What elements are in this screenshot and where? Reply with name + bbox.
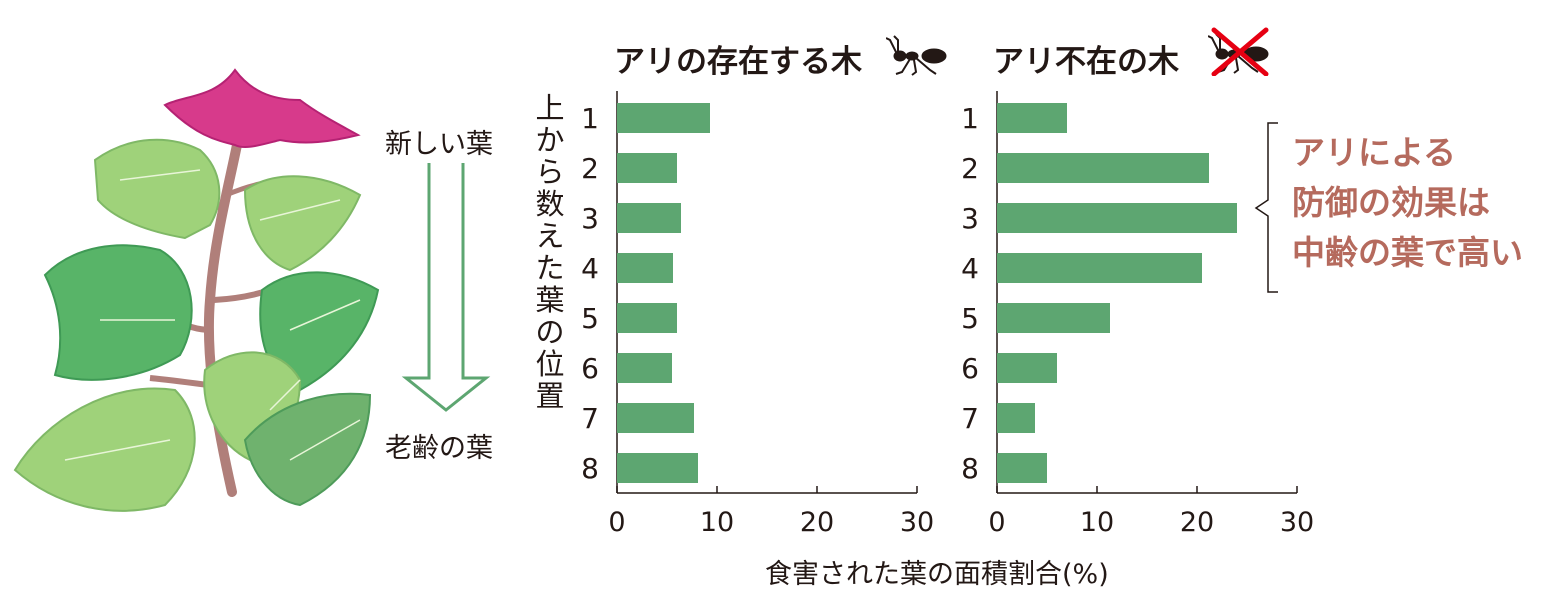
chart1-title: アリの存在する木 (614, 44, 862, 80)
plant-illustration (13, 68, 380, 512)
annotation-line-3: 中齢の葉で高い (1292, 233, 1523, 272)
chart1-category-label: 6 (581, 352, 599, 385)
chart2-bar (997, 403, 1035, 433)
chart2-category-label: 4 (961, 252, 979, 285)
chart2-title: アリ不在の木 (993, 44, 1179, 80)
chart2-category-label: 7 (961, 402, 979, 435)
down-arrow-icon (401, 163, 491, 412)
chart1-x-tick-label: 0 (608, 507, 625, 538)
chart1-category-label: 5 (581, 302, 599, 335)
chart2-x-tick-label: 0 (988, 507, 1005, 538)
chart2-category-label: 5 (961, 302, 979, 335)
chart2-bar (997, 303, 1110, 333)
annotation-line-2: 防御の効果は (1292, 183, 1490, 222)
chart1-bar (617, 103, 710, 133)
chart2-bar (997, 203, 1237, 233)
ant-icon (886, 35, 947, 76)
annotation-text: アリによる 防御の効果は 中齢の葉で高い (1292, 128, 1523, 278)
chart2-bar (997, 453, 1047, 483)
y-axis-label: 上から数えた葉の位置 (535, 91, 565, 413)
chart2-category-label: 3 (961, 202, 979, 235)
chart1-bar (617, 353, 672, 383)
new-leaf-label: 新しい葉 (385, 129, 493, 160)
chart1-category-label: 1 (581, 102, 599, 135)
chart1-bar (617, 403, 694, 433)
chart1-category-label: 7 (581, 402, 599, 435)
annotation-bracket (1254, 122, 1278, 293)
chart2-bar (997, 153, 1209, 183)
chart2-x-tick-label: 30 (1280, 507, 1314, 538)
chart2-x-tick-label: 20 (1180, 507, 1214, 538)
chart1-category-label: 2 (581, 152, 599, 185)
x-axis-label: 食害された葉の面積割合(%) (765, 559, 1109, 590)
annotation-line-1: アリによる (1292, 133, 1457, 172)
chart2-x-tick-label: 10 (1080, 507, 1114, 538)
chart1-bar (617, 303, 677, 333)
chart2-bar (997, 103, 1067, 133)
chart2-category-label: 8 (961, 452, 979, 485)
chart1-bar (617, 253, 673, 283)
chart2-category-label: 2 (961, 152, 979, 185)
chart2-bar (997, 353, 1057, 383)
ant-crossed-icon (1208, 27, 1269, 76)
chart1-category-label: 3 (581, 202, 599, 235)
old-leaf-label: 老齢の葉 (385, 433, 493, 464)
chart1-category-label: 4 (581, 252, 599, 285)
chart2-category-label: 1 (961, 102, 979, 135)
chart1-bar (617, 203, 681, 233)
chart1-bar (617, 453, 698, 483)
chart2-category-label: 6 (961, 352, 979, 385)
chart1-x-tick-label: 30 (900, 507, 934, 538)
chart1-bar (617, 153, 677, 183)
chart1-x-tick-label: 20 (800, 507, 834, 538)
chart2-bar (997, 253, 1202, 283)
chart1-x-tick-label: 10 (700, 507, 734, 538)
chart1-category-label: 8 (581, 452, 599, 485)
